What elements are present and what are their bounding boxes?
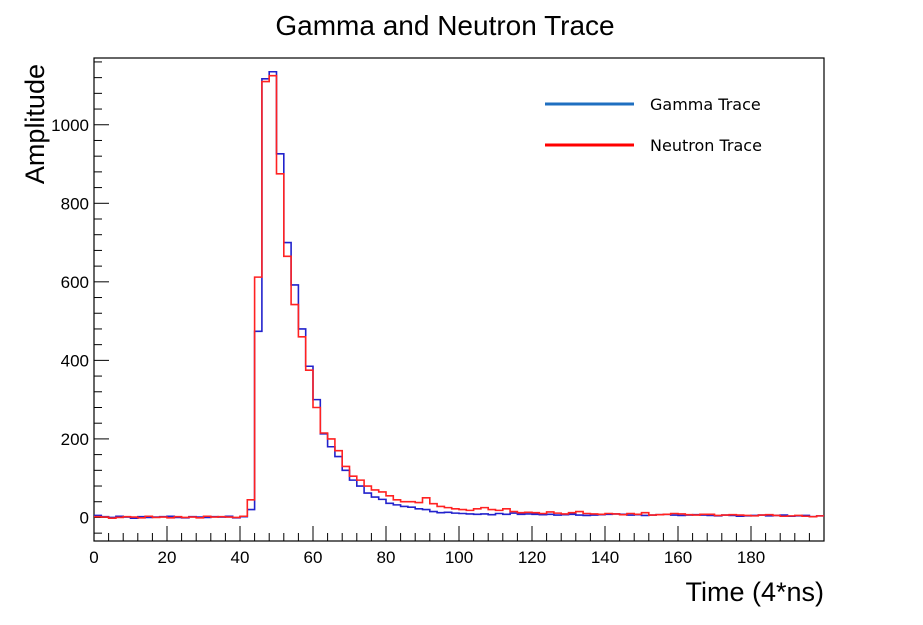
x-tick-label: 80: [377, 548, 396, 567]
y-tick-label: 600: [61, 273, 89, 292]
x-tick-label: 180: [737, 548, 765, 567]
series-line-neutron: [94, 74, 824, 520]
legend-label-neutron: Neutron Trace: [650, 136, 762, 155]
series-layer: [94, 70, 824, 520]
plot-frame: [93, 57, 825, 542]
y-tick-label: 1000: [51, 116, 89, 135]
legend: Gamma Trace Neutron Trace: [545, 95, 762, 155]
y-tick-label: 200: [61, 430, 89, 449]
x-tick-label: 120: [518, 548, 546, 567]
legend-label-gamma: Gamma Trace: [650, 95, 761, 114]
x-tick-label: 60: [304, 548, 323, 567]
x-tick-label: 0: [89, 548, 98, 567]
y-tick-label: 400: [61, 351, 89, 370]
x-tick-label: 140: [591, 548, 619, 567]
chart-title: Gamma and Neutron Trace: [275, 10, 614, 41]
x-tick-label: 40: [231, 548, 250, 567]
x-axis-ticks: 0 20 40 60 80 100 120 140 160 180: [89, 526, 810, 567]
y-axis-label: Amplitude: [20, 64, 50, 184]
y-tick-label: 0: [80, 508, 89, 527]
y-tick-label: 800: [61, 194, 89, 213]
x-tick-label: 100: [445, 548, 473, 567]
y-axis-ticks: 0 200 400 600 800 1000: [51, 61, 109, 534]
x-axis-label: Time (4*ns): [685, 577, 824, 607]
x-tick-label: 20: [158, 548, 177, 567]
x-tick-label: 160: [664, 548, 692, 567]
